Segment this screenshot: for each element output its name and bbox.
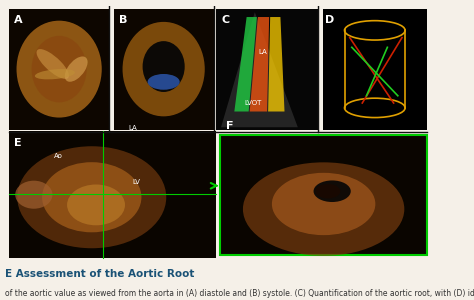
Text: LA: LA: [259, 49, 267, 55]
Bar: [9, 131, 216, 258]
Text: A: A: [14, 15, 23, 25]
Polygon shape: [268, 17, 284, 112]
Bar: [216, 8, 319, 130]
Text: D: D: [325, 15, 334, 25]
Ellipse shape: [35, 69, 75, 80]
Bar: [9, 8, 109, 130]
Polygon shape: [250, 17, 269, 112]
Text: E: E: [14, 138, 22, 148]
Text: LVOT: LVOT: [245, 100, 262, 106]
Text: Ao: Ao: [54, 153, 63, 159]
Text: LA: LA: [128, 125, 137, 131]
Text: LV: LV: [133, 179, 141, 185]
Bar: [220, 135, 427, 255]
Ellipse shape: [67, 184, 125, 225]
Text: C: C: [221, 15, 229, 25]
Text: E Assessment of the Aortic Root: E Assessment of the Aortic Root: [5, 269, 194, 279]
Ellipse shape: [143, 41, 185, 92]
Text: of the aortic value as viewed from the aorta in (A) diastole and (B) systole. (C: of the aortic value as viewed from the a…: [5, 289, 474, 298]
Text: B: B: [118, 15, 127, 25]
Ellipse shape: [243, 162, 404, 256]
Ellipse shape: [15, 181, 53, 209]
Ellipse shape: [32, 36, 87, 102]
Ellipse shape: [123, 22, 205, 116]
Bar: [322, 8, 427, 130]
Bar: [113, 8, 214, 130]
Ellipse shape: [65, 56, 88, 82]
Ellipse shape: [147, 74, 180, 90]
Ellipse shape: [316, 184, 340, 198]
Ellipse shape: [36, 49, 69, 79]
Ellipse shape: [17, 21, 102, 118]
Ellipse shape: [17, 146, 166, 248]
Ellipse shape: [42, 162, 141, 232]
Polygon shape: [221, 12, 298, 127]
Ellipse shape: [272, 173, 375, 235]
Ellipse shape: [313, 180, 351, 202]
Text: F: F: [226, 121, 233, 131]
Polygon shape: [234, 17, 257, 112]
